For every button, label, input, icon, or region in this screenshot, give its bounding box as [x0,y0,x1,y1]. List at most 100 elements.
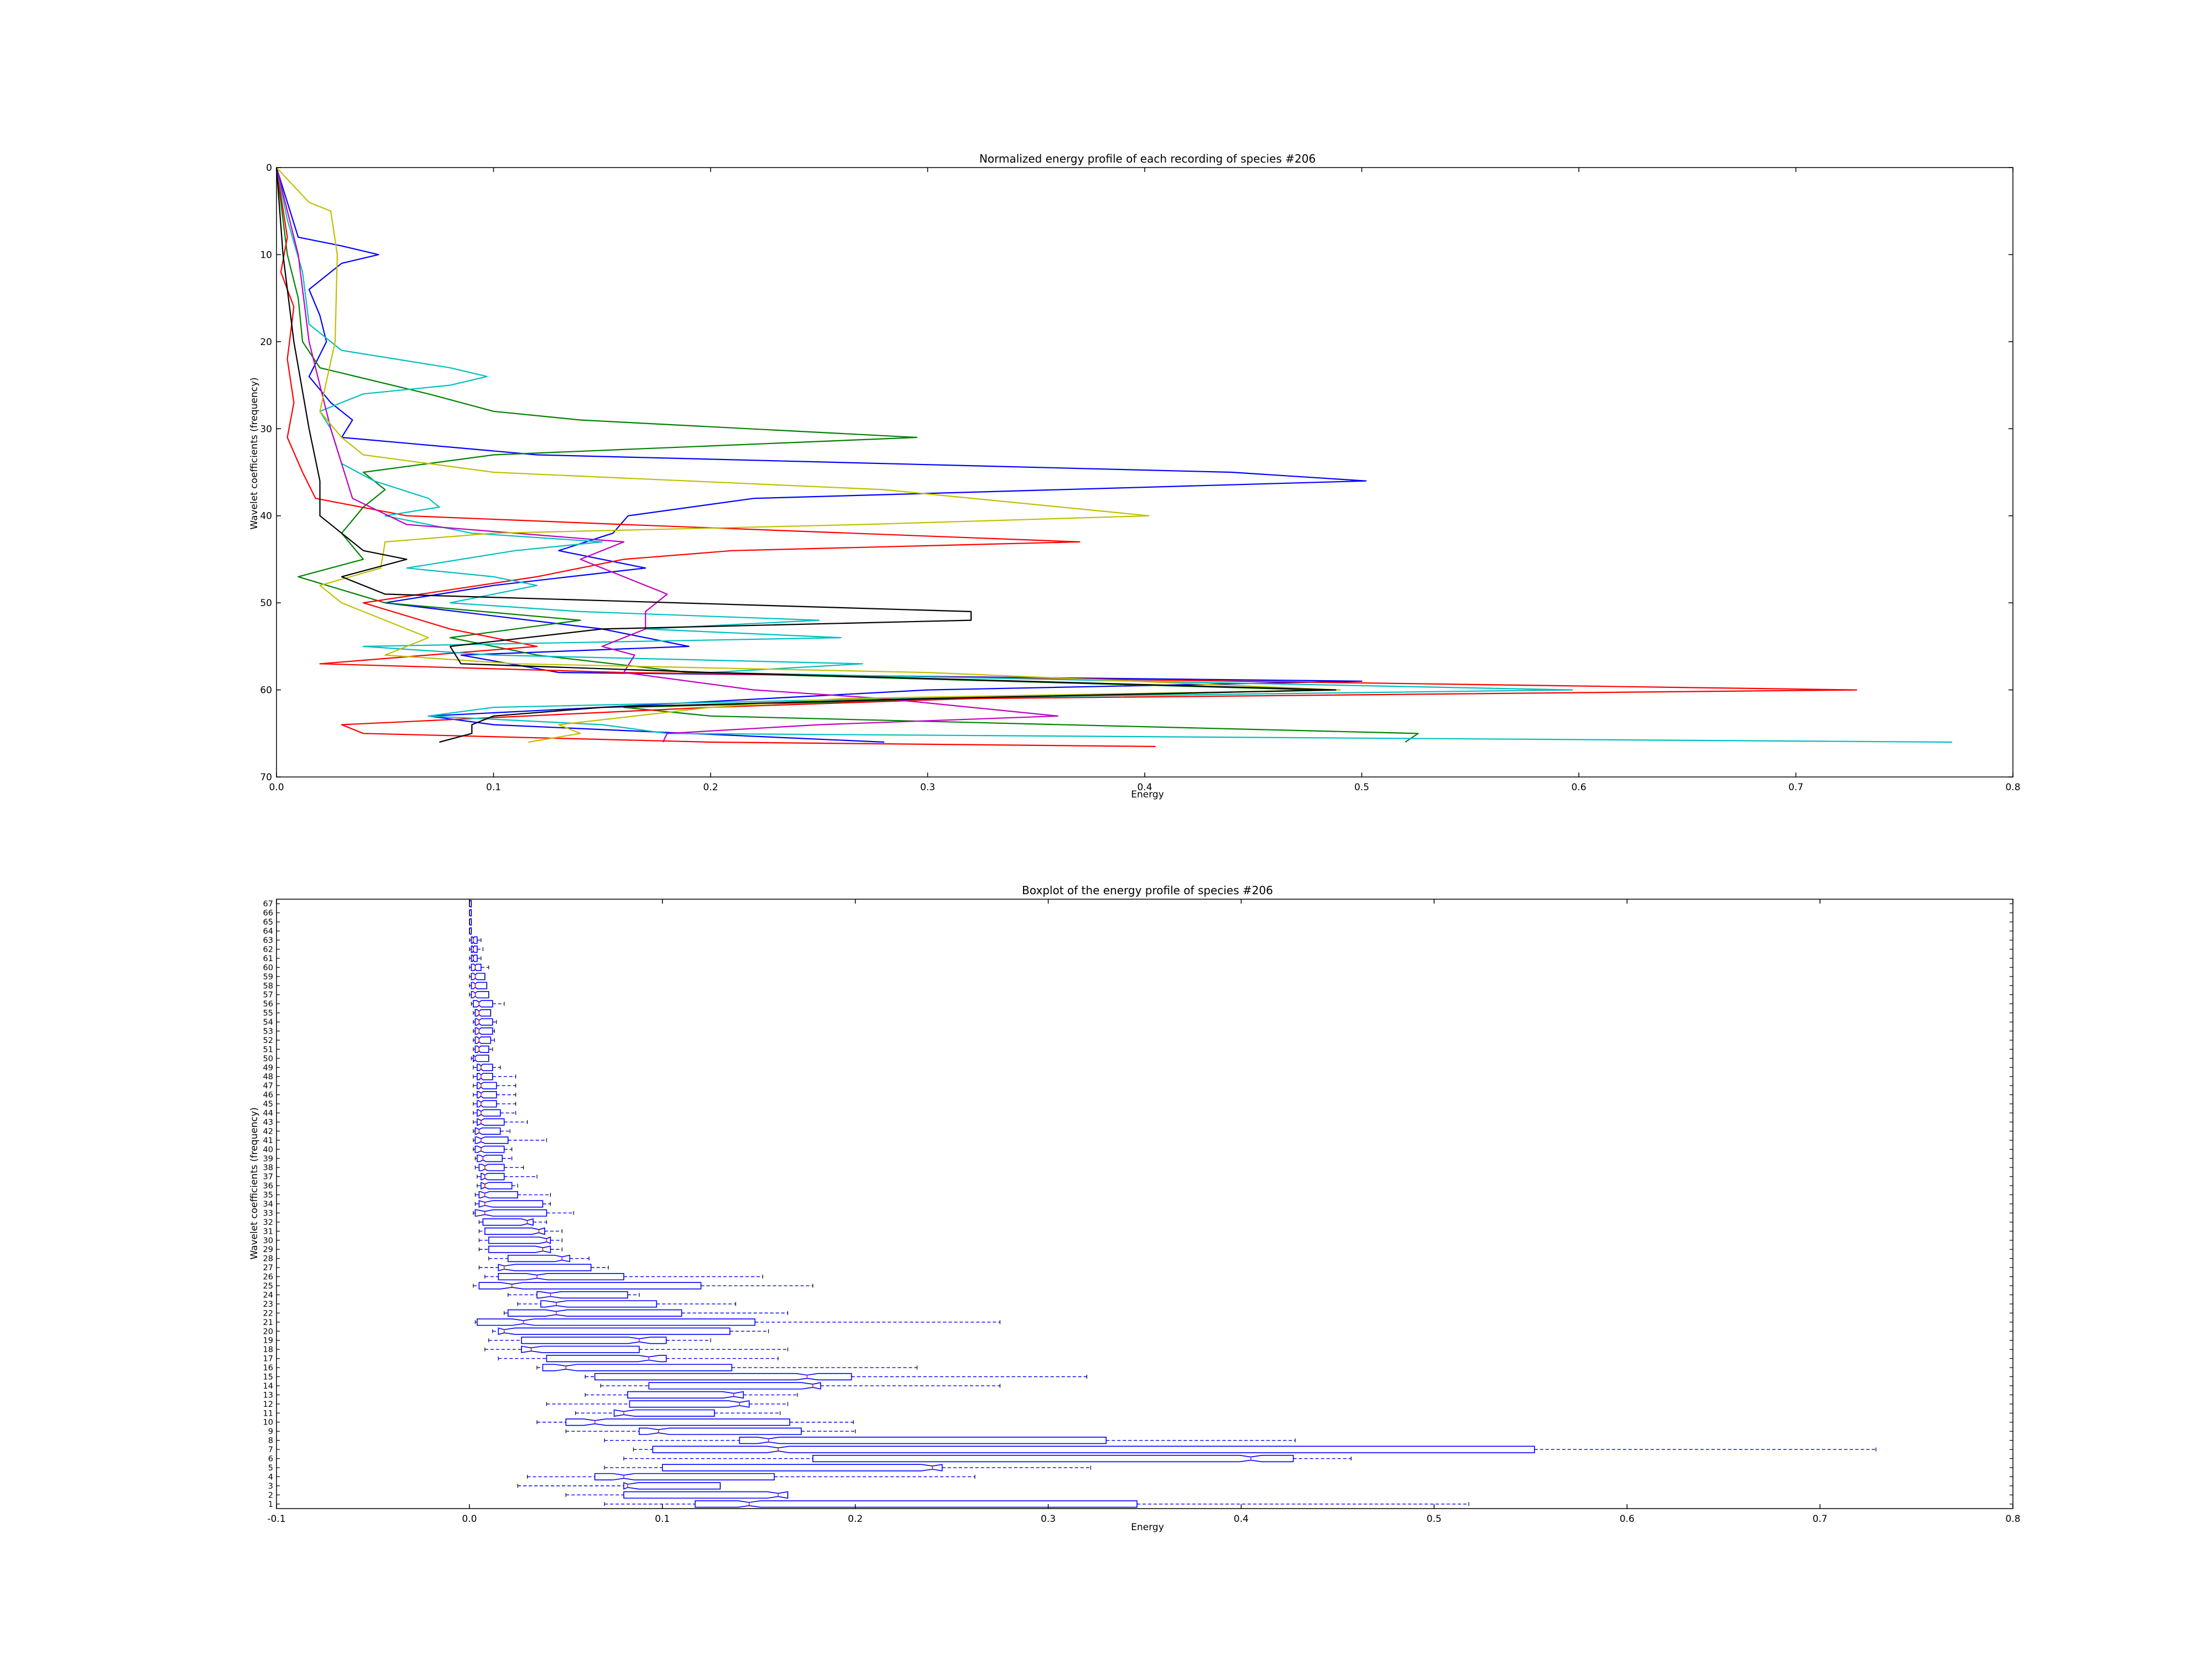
box-36 [477,1182,518,1190]
x-tick-label: 0.6 [1571,782,1586,793]
box-6 [623,1454,1352,1463]
y-tick-label: 51 [263,1045,273,1054]
x-tick-label: 0.5 [1427,1514,1442,1525]
box-body [477,1091,497,1099]
box-body [629,1400,750,1408]
box-34 [474,1200,551,1208]
y-tick-label: 8 [268,1437,273,1446]
y-tick-label: 14 [263,1382,273,1391]
chart1-xlabel: Energy [1131,789,1164,800]
box-body [594,1373,852,1381]
box-body [739,1437,1107,1444]
y-tick-label: 33 [263,1209,273,1218]
box-39 [474,1155,513,1162]
box-body [474,1136,509,1144]
box-body [471,982,488,989]
chart2-ylabel: Wavelet coefficients (frequency) [249,1107,260,1259]
y-tick-label: 45 [263,1100,273,1109]
y-tick-label: 9 [268,1427,273,1436]
y-tick-label: 1 [268,1500,273,1509]
y-tick-label: 12 [263,1400,273,1409]
y-tick-label: 32 [263,1218,273,1227]
box-body [695,1500,1138,1508]
box-body [474,1027,493,1035]
box-body [507,1309,682,1317]
box-body [471,963,482,971]
y-tick-label: 19 [263,1337,273,1345]
box-51 [473,1045,493,1053]
y-tick-label: 58 [263,982,273,990]
box-21 [474,1318,1000,1326]
y-tick-label: 30 [260,424,272,435]
box-27 [478,1264,609,1271]
x-tick-label: 0.3 [1041,1514,1056,1525]
y-tick-label: 13 [263,1391,273,1400]
y-tick-label: 18 [263,1345,273,1354]
y-tick-label: 57 [263,991,273,1000]
chart2-title: Boxplot of the energy profile of species… [1022,884,1273,897]
y-tick-label: 20 [263,1327,273,1336]
x-tick-label: 0.0 [269,782,284,793]
y-tick-label: 59 [263,973,273,982]
y-tick-label: 20 [260,337,272,348]
box-15 [585,1373,1087,1381]
box-16 [536,1364,917,1371]
box-35 [474,1191,551,1199]
box-57 [469,991,489,999]
y-tick-label: 22 [263,1309,273,1318]
box-body [477,1082,497,1089]
y-tick-label: 15 [263,1373,273,1382]
y-tick-label: 53 [263,1027,273,1036]
y-tick-label: 60 [263,963,273,972]
chart1-title: Normalized energy profile of each record… [979,152,1316,165]
chart1-lines [275,167,1953,747]
box-24 [508,1291,640,1299]
box-body [477,1118,505,1126]
box-body [536,1291,628,1299]
x-tick-label: 0.4 [1234,1514,1249,1525]
box-body [546,1355,667,1363]
box-body [498,1327,731,1335]
box-body [498,1264,592,1271]
y-tick-label: 10 [263,1418,273,1427]
y-tick-label: 54 [263,1018,273,1027]
x-tick-label: -0.1 [267,1514,285,1525]
box-9 [565,1427,856,1435]
box-body [661,1464,943,1472]
y-tick-label: 56 [263,1000,273,1009]
y-tick-label: 49 [263,1063,273,1072]
y-tick-label: 21 [263,1318,273,1327]
box-body [488,1245,551,1253]
y-tick-label: 41 [263,1136,273,1145]
series-line-7 [275,167,1337,743]
y-tick-label: 30 [263,1237,273,1245]
y-tick-label: 42 [263,1127,273,1136]
box-30 [478,1236,562,1244]
y-tick-label: 37 [263,1173,273,1182]
box-body [481,1173,505,1181]
box-body [477,1109,501,1117]
y-tick-label: 23 [263,1300,273,1309]
box-40 [473,1145,513,1153]
box-10 [536,1418,854,1426]
box-55 [473,1009,492,1017]
box-body [474,1045,489,1053]
box-body [474,1127,501,1135]
box-5 [604,1464,1091,1472]
y-tick-label: 6 [268,1455,273,1464]
box-body [478,1164,505,1171]
y-tick-label: 29 [263,1245,273,1254]
energy-profile-chart: Normalized energy profile of each record… [249,152,2021,800]
box-body [540,1300,658,1308]
y-tick-label: 52 [263,1036,273,1045]
box-body [473,1055,489,1062]
y-tick-label: 16 [263,1364,273,1373]
box-body [471,954,478,962]
chart2-plot-frame [276,899,2013,1509]
box-44 [473,1109,517,1117]
y-tick-label: 50 [260,598,272,609]
series-line-1 [275,167,1367,743]
box-42 [473,1127,510,1135]
box-59 [469,973,486,980]
box-body [471,936,478,944]
